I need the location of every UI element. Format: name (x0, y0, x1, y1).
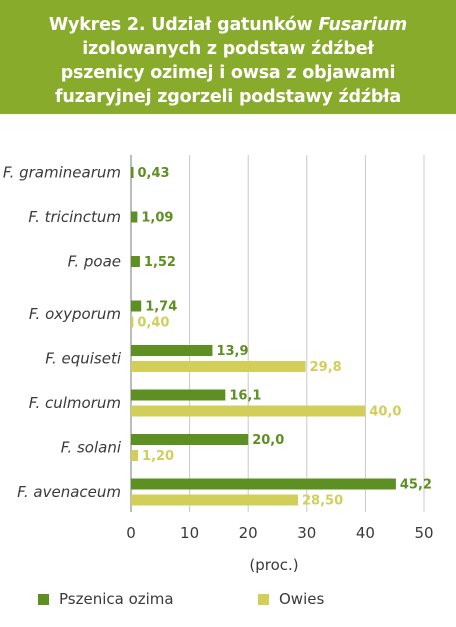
bar-wheat (131, 167, 134, 178)
bar-wheat (131, 478, 396, 490)
title-line-1: Wykres 2. Udział gatunków Fusarium (48, 15, 408, 35)
bar-oats (131, 494, 299, 506)
legend-item-wheat: Pszenica ozima (38, 590, 174, 608)
category-labels: F. graminearum F. tricinctum F. poae F. oxy… (3, 164, 122, 502)
value-label-oats: 0,40 (137, 316, 169, 331)
value-label-oats: 1,20 (142, 449, 174, 464)
x-tick-label-10: 10 (180, 524, 199, 542)
value-label-wheat: 45,2 (400, 478, 432, 493)
bar-oats (131, 405, 366, 417)
chart-title-box: Wykres 2. Udział gatunków Fusarium izolo… (0, 0, 456, 114)
bar-wheat (131, 300, 142, 312)
title-line-4: fuzaryjnej zgorzeli podstawy źdźbła (54, 87, 402, 107)
value-label-wheat: 20,0 (252, 433, 284, 448)
bar-oats (131, 316, 134, 328)
value-label-wheat: 1,74 (145, 300, 177, 315)
bars: 0,43 1,09 1,52 1,740,40 13,9 29,8 16,1 40,0 20,0… (131, 166, 432, 509)
value-label-wheat: 13,9 (216, 344, 248, 359)
bar-oats (131, 361, 306, 372)
tick-labels: 0 10 20 30 40 50 (126, 524, 433, 542)
category-label: F. oxyporum (29, 305, 121, 323)
value-label-oats: 28,50 (302, 494, 343, 509)
x-tick-label-20: 20 (239, 524, 258, 542)
value-label-wheat: 1,09 (141, 211, 173, 226)
legend-swatch-wheat (38, 593, 49, 605)
bar-wheat (131, 345, 213, 356)
category-label: F. solani (61, 439, 122, 457)
category-label: F. poae (68, 253, 121, 271)
x-tick-label-30: 30 (297, 524, 316, 542)
x-axis-label: (proc.) (249, 556, 298, 574)
bar-wheat (131, 211, 138, 223)
category-label: F. tricinctum (28, 208, 121, 226)
title-line-2: izolowanych z podstaw źdźbeł (82, 39, 374, 59)
value-label-wheat: 0,43 (138, 166, 170, 181)
bar-chart: 0,43 1,09 1,52 1,740,40 13,9 29,8 16,1 40,0 20,0… (3, 155, 434, 574)
bar-wheat (131, 256, 140, 267)
bar-wheat (131, 389, 226, 401)
category-label: F. equiseti (45, 350, 122, 368)
x-tick-label-50: 50 (414, 524, 433, 542)
value-label-wheat: 16,1 (229, 389, 261, 404)
title-line-3: pszenicy ozimej i owsa z objawami (60, 63, 396, 83)
category-label: F. avenaceum (17, 483, 121, 501)
grid-lines (130, 155, 425, 512)
legend-item-oats: Owies (258, 590, 324, 608)
x-tick-label-0: 0 (126, 524, 136, 542)
legend: Pszenica ozima Owies (0, 590, 456, 620)
legend-label-oats: Owies (279, 590, 325, 608)
legend-swatch-oats (258, 593, 269, 605)
bar-wheat (131, 434, 249, 445)
x-tick-label-40: 40 (356, 524, 375, 542)
value-label-oats: 29,8 (310, 360, 342, 375)
value-label-oats: 40,0 (369, 405, 401, 420)
bar-oats (131, 450, 139, 461)
category-label: F. graminearum (3, 164, 121, 182)
category-label: F. culmorum (29, 394, 121, 412)
legend-label-wheat: Pszenica ozima (59, 590, 174, 608)
value-label-wheat: 1,52 (144, 255, 176, 270)
